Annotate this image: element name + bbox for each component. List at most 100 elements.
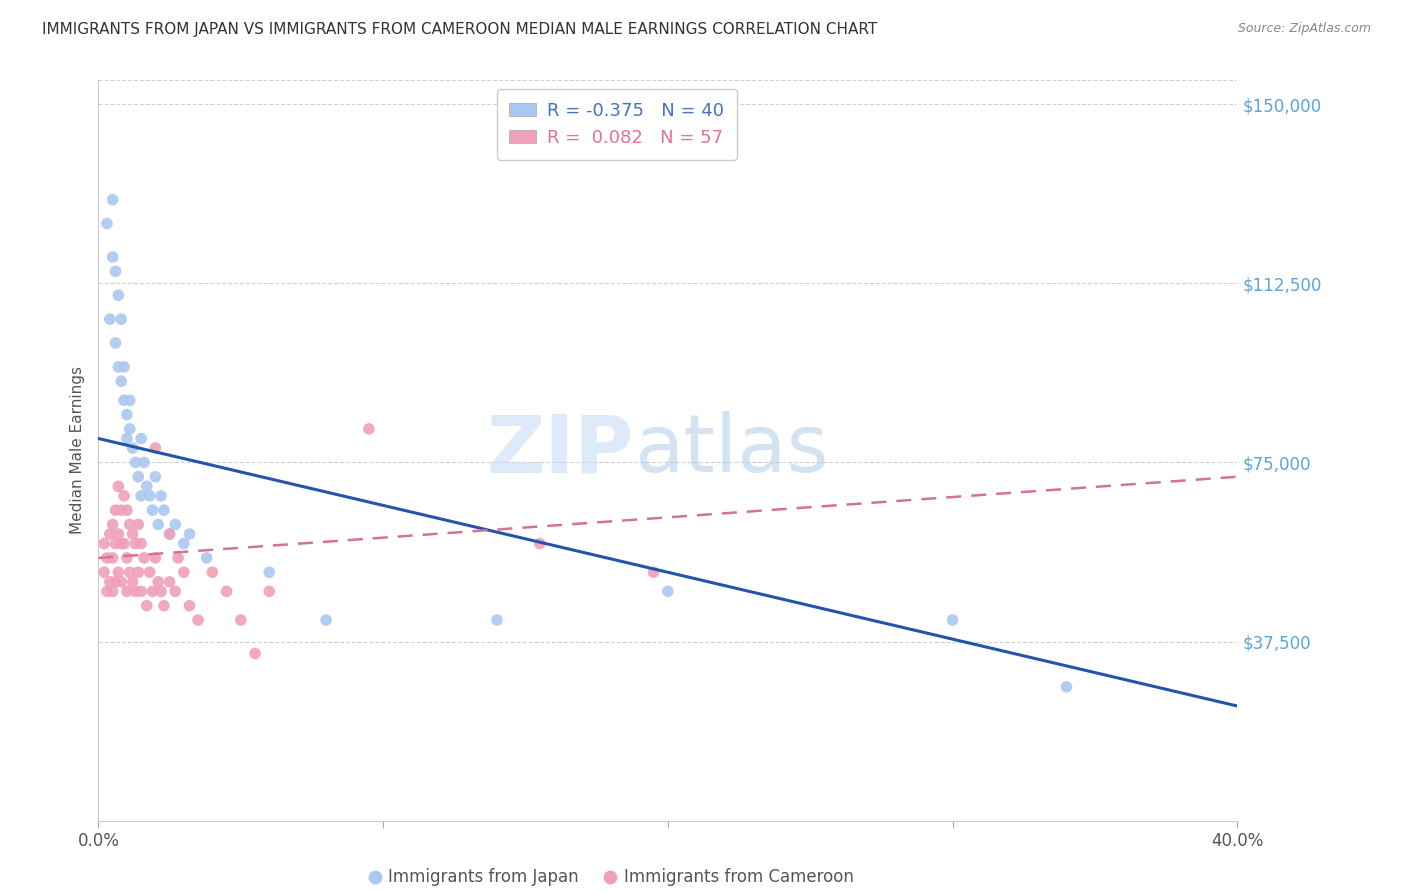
Point [107, 566, 129, 580]
Point [96, 584, 118, 599]
Point [101, 193, 124, 207]
Point [145, 441, 167, 455]
Point [104, 503, 127, 517]
Point [657, 584, 679, 599]
Point [104, 536, 127, 550]
Point [195, 550, 218, 565]
Point [107, 359, 129, 374]
Point [98, 527, 121, 541]
Point [104, 336, 127, 351]
Legend: Immigrants from Japan, Immigrants from Cameroon: Immigrants from Japan, Immigrants from C… [368, 868, 853, 887]
Point [129, 432, 152, 446]
Point [110, 312, 132, 326]
Point [132, 455, 155, 469]
Point [138, 566, 160, 580]
Point [529, 536, 551, 550]
Point [127, 517, 149, 532]
Point [179, 599, 201, 613]
Point [112, 359, 135, 374]
Point [121, 574, 143, 589]
Point [259, 566, 281, 580]
Point [115, 584, 138, 599]
Point [127, 566, 149, 580]
Point [110, 503, 132, 517]
Point [118, 566, 141, 580]
Point [150, 584, 173, 599]
Point [118, 393, 141, 408]
Point [124, 455, 146, 469]
Point [93, 536, 115, 550]
Point [132, 550, 155, 565]
Point [98, 574, 121, 589]
Point [486, 613, 509, 627]
Point [115, 503, 138, 517]
Point [107, 527, 129, 541]
Point [115, 432, 138, 446]
Point [110, 536, 132, 550]
Point [150, 489, 173, 503]
Point [121, 441, 143, 455]
Point [165, 517, 187, 532]
Point [145, 469, 167, 483]
Point [643, 566, 665, 580]
Point [243, 647, 266, 661]
Point [110, 374, 132, 388]
Point [124, 536, 146, 550]
Point [159, 527, 181, 541]
Y-axis label: Median Male Earnings: Median Male Earnings [70, 367, 86, 534]
Point [127, 469, 149, 483]
Point [115, 550, 138, 565]
Point [112, 393, 135, 408]
Point [101, 584, 124, 599]
Point [942, 613, 965, 627]
Point [112, 489, 135, 503]
Point [1056, 680, 1078, 694]
Point [96, 550, 118, 565]
Text: IMMIGRANTS FROM JAPAN VS IMMIGRANTS FROM CAMEROON MEDIAN MALE EARNINGS CORRELATI: IMMIGRANTS FROM JAPAN VS IMMIGRANTS FROM… [42, 22, 877, 37]
Point [129, 489, 152, 503]
Point [259, 584, 281, 599]
Point [93, 566, 115, 580]
Point [135, 599, 157, 613]
Point [110, 574, 132, 589]
Point [167, 550, 190, 565]
Point [179, 527, 201, 541]
Text: ZIP: ZIP [486, 411, 634, 490]
Point [118, 517, 141, 532]
Point [187, 613, 209, 627]
Point [141, 503, 163, 517]
Point [98, 312, 121, 326]
Point [229, 613, 252, 627]
Text: atlas: atlas [634, 411, 828, 490]
Point [138, 489, 160, 503]
Point [141, 584, 163, 599]
Point [129, 584, 152, 599]
Point [153, 599, 176, 613]
Point [135, 479, 157, 493]
Point [101, 517, 124, 532]
Point [201, 566, 224, 580]
Point [357, 422, 380, 436]
Point [96, 217, 118, 231]
Point [115, 408, 138, 422]
Point [153, 503, 176, 517]
Point [159, 527, 181, 541]
Point [121, 527, 143, 541]
Point [104, 264, 127, 278]
Point [148, 574, 170, 589]
Point [118, 422, 141, 436]
Point [104, 574, 127, 589]
Point [107, 479, 129, 493]
Point [107, 288, 129, 302]
Point [145, 550, 167, 565]
Point [173, 566, 195, 580]
Point [173, 536, 195, 550]
Point [101, 250, 124, 264]
Point [165, 584, 187, 599]
Point [159, 574, 181, 589]
Point [315, 613, 337, 627]
Point [129, 536, 152, 550]
Point [112, 536, 135, 550]
Point [101, 550, 124, 565]
Text: Source: ZipAtlas.com: Source: ZipAtlas.com [1237, 22, 1371, 36]
